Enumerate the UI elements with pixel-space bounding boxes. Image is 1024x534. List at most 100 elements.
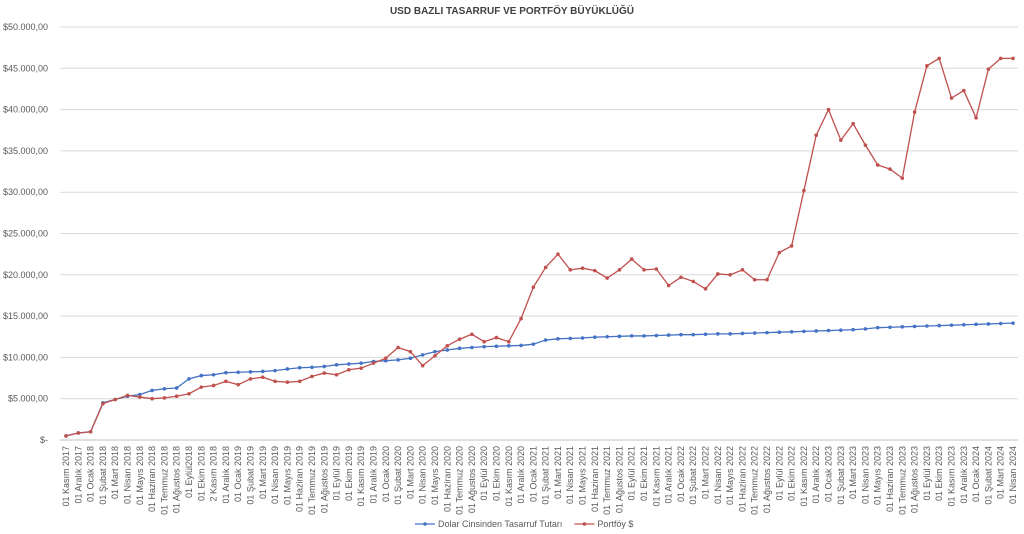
- data-point: [199, 373, 204, 378]
- x-tick-label: 01 Eylül 2023: [922, 446, 932, 501]
- data-point: [224, 370, 228, 375]
- data-point: [273, 379, 277, 384]
- x-tick-label: 01 Haziran 2023: [885, 446, 895, 512]
- data-point: [556, 337, 560, 341]
- data-point: [703, 287, 708, 291]
- data-point: [347, 367, 351, 372]
- data-point: [408, 356, 413, 361]
- data-point: [888, 167, 892, 171]
- data-point: [470, 345, 474, 350]
- x-tick-label: 01 Ağustos 2022: [762, 446, 772, 513]
- x-tick-label: 01 Şubat 2022: [688, 446, 698, 505]
- x-tick-label: 01 Kasım 2021: [651, 446, 661, 507]
- data-point: [371, 361, 376, 365]
- data-point: [396, 345, 400, 350]
- x-tick-label: 01 Şubat 2018: [98, 446, 108, 505]
- x-tick-label: 01 Şubat 2023: [836, 446, 846, 505]
- data-point: [445, 344, 450, 348]
- x-tick-label: 01 Haziran 2020: [442, 446, 452, 512]
- y-tick-label: $10.000,00: [3, 352, 48, 362]
- data-point: [949, 323, 954, 327]
- data-point: [875, 163, 880, 167]
- x-tick-label: 01 Aralık 2017: [73, 446, 83, 504]
- data-point: [248, 370, 253, 374]
- x-tick-label: 01 Eylül 2019: [332, 446, 342, 501]
- x-tick-label: 01 Aralık 2022: [811, 446, 821, 504]
- data-point: [470, 332, 474, 337]
- x-tick-label: 01 Mart 2023: [848, 446, 858, 499]
- data-point: [322, 371, 327, 375]
- data-point: [580, 266, 585, 270]
- data-point: [703, 332, 708, 337]
- x-tick-label: 01 Aralık 2018: [221, 446, 231, 504]
- x-tick-label: 01 Ekim 2020: [491, 446, 501, 501]
- data-point: [420, 353, 425, 357]
- x-tick-label: 01 Ocak 2018: [86, 446, 96, 502]
- data-point: [998, 321, 1003, 326]
- data-point: [826, 107, 831, 112]
- data-point: [260, 375, 265, 380]
- x-tick-label: 01 Mart 2022: [701, 446, 711, 499]
- data-point: [568, 336, 573, 341]
- data-point: [162, 396, 167, 400]
- y-tick-label: $25.000,00: [3, 229, 48, 239]
- x-tick-label: 01 Mayıs 2019: [282, 446, 292, 505]
- data-point: [691, 332, 696, 337]
- data-point: [900, 325, 905, 329]
- data-point: [900, 176, 905, 180]
- data-point: [654, 333, 659, 338]
- data-point: [248, 377, 253, 381]
- legend-marker: [582, 522, 587, 526]
- data-point: [1011, 321, 1015, 325]
- data-point: [962, 88, 966, 93]
- data-point: [752, 331, 757, 335]
- y-tick-label: $40.000,00: [3, 105, 48, 115]
- x-tick-label: 01 Haziran 2019: [295, 446, 305, 512]
- x-tick-label: 01 Ocak 2023: [824, 446, 834, 502]
- data-point: [863, 143, 868, 147]
- data-point: [236, 370, 240, 375]
- data-point: [912, 324, 917, 329]
- x-tick-label: 01 Şubat 2020: [393, 446, 403, 505]
- data-point: [285, 380, 290, 384]
- data-point: [445, 348, 450, 352]
- data-point: [765, 330, 769, 335]
- data-point: [334, 372, 339, 377]
- data-point: [543, 338, 548, 342]
- x-tick-label: 01 Haziran 2022: [737, 446, 747, 512]
- data-point: [986, 322, 991, 326]
- data-point: [937, 56, 942, 61]
- data-point: [297, 379, 302, 384]
- x-tick-label: 01 Temmuz 2022: [750, 446, 760, 515]
- y-tick-label: $15.000,00: [3, 311, 48, 321]
- x-tick-label: 01 Ağustos 2019: [319, 446, 329, 513]
- data-point: [174, 394, 179, 399]
- x-tick-label: 01 Eylül 2021: [627, 446, 637, 501]
- data-point: [322, 364, 327, 369]
- data-point: [1011, 56, 1015, 61]
- data-point: [617, 334, 622, 339]
- data-point: [888, 325, 892, 330]
- data-point: [728, 332, 732, 336]
- data-point: [150, 388, 154, 393]
- x-tick-label: 01 Ağustos 2023: [910, 446, 920, 513]
- data-point: [802, 188, 806, 193]
- data-point: [310, 374, 314, 379]
- x-tick-label: 01 Eylül2018: [184, 446, 194, 498]
- x-tick-label: 01 Aralık 2021: [664, 446, 674, 504]
- data-point: [740, 331, 745, 336]
- x-tick-label: 01 Ağustos 2021: [614, 446, 624, 513]
- data-point: [125, 393, 130, 398]
- x-tick-label: 01 Mart 2021: [553, 446, 563, 499]
- data-point: [420, 363, 425, 368]
- data-point: [494, 344, 499, 349]
- data-point: [998, 56, 1003, 61]
- data-point: [137, 395, 142, 399]
- x-tick-label: 01 Ocak 2022: [676, 446, 686, 502]
- data-point: [839, 328, 843, 332]
- data-point: [605, 276, 609, 280]
- x-tick-label: 01 Ekim 2022: [787, 446, 797, 501]
- data-point: [347, 362, 351, 366]
- data-point: [875, 325, 880, 330]
- data-point: [925, 64, 929, 68]
